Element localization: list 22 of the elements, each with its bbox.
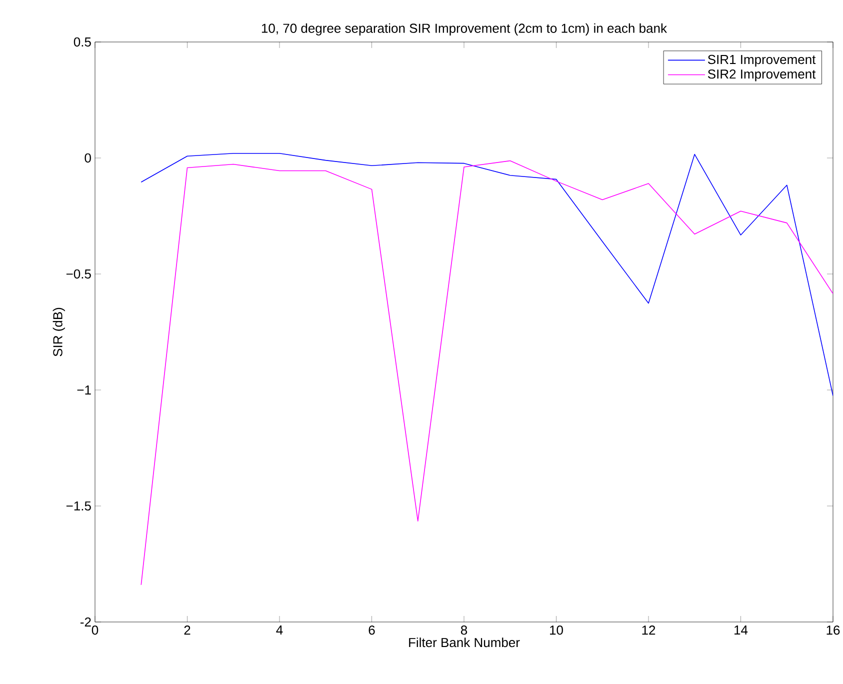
x-tick-label: 10 — [550, 626, 563, 635]
legend-label: SIR2 Improvement — [708, 69, 816, 82]
legend-label: SIR1 Improvement — [708, 54, 816, 67]
y-tick-label: 0 — [84, 153, 91, 163]
y-tick-label: -2 — [80, 617, 91, 627]
line-series — [140, 160, 833, 586]
chart-title: 10, 70 degree separation SIR Improvement (2cm to 1cm) in each bank — [262, 23, 668, 36]
y-tick-label: −1.5 — [66, 501, 91, 511]
y-tick-label: −1 — [77, 386, 91, 394]
x-tick-label: 0 — [92, 626, 98, 635]
y-axis-title: SIR (dB) — [52, 308, 65, 356]
x-tick-label: 14 — [734, 626, 748, 634]
x-tick-label: 4 — [276, 626, 283, 634]
y-tick-label: −0.5 — [66, 269, 91, 279]
x-tick-label: 12 — [642, 626, 656, 635]
y-tick-label: 0.5 — [74, 37, 91, 47]
x-tick-label: 2 — [184, 626, 190, 635]
x-tick-label: 8 — [460, 626, 468, 635]
x-axis-title: Filter Bank Number — [409, 638, 520, 648]
x-tick-label: 16 — [826, 626, 840, 635]
x-tick-label: 6 — [368, 626, 375, 635]
line-series — [140, 152, 833, 396]
